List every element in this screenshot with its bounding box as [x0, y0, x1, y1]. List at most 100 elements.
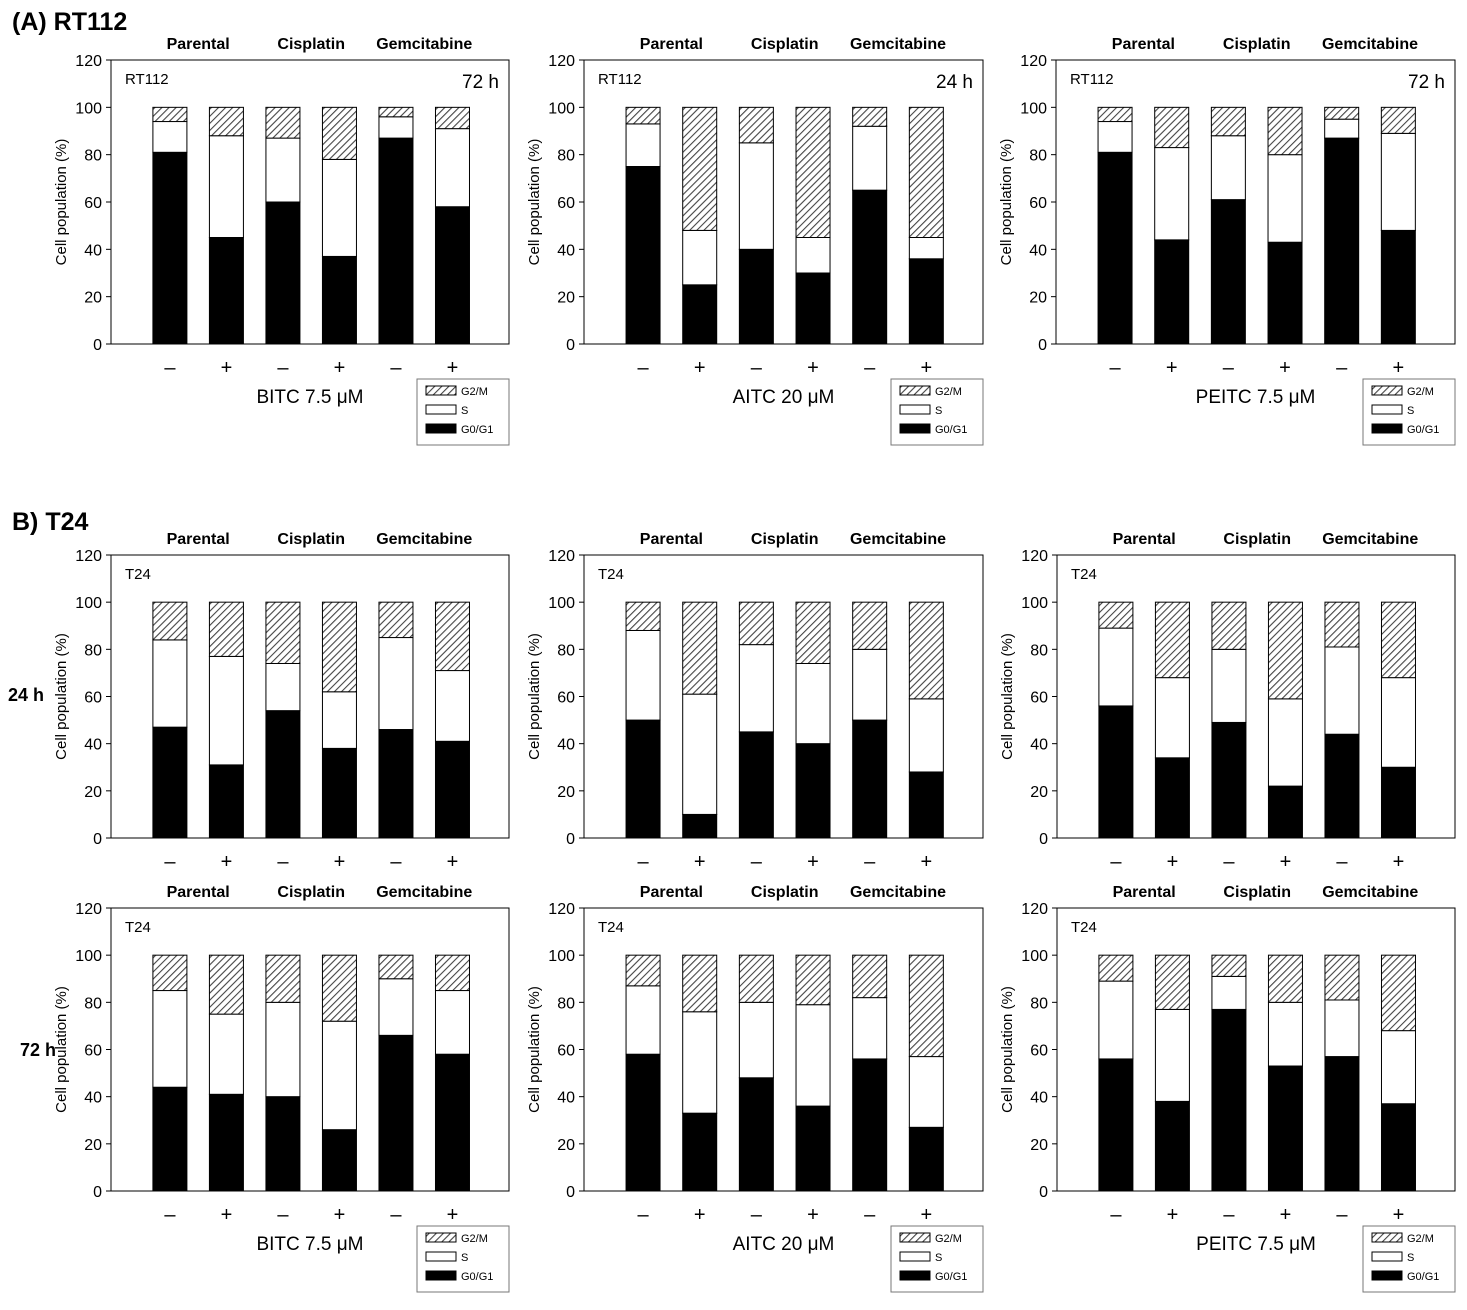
bar-s-segment: [1324, 646, 1360, 735]
x-tick-label: +: [334, 357, 346, 379]
y-tick-label: 80: [1030, 995, 1048, 1012]
y-tick-label: 20: [557, 290, 575, 307]
bar-g2m-segment: [378, 954, 414, 980]
y-tick-label: 40: [1030, 1090, 1048, 1107]
y-tick-label: 0: [1038, 337, 1047, 354]
x-tick-label: –: [864, 357, 876, 379]
bar-s-segment: [1324, 999, 1360, 1058]
x-tick-label: +: [1392, 357, 1404, 379]
legend-swatch-g2m: [1371, 385, 1403, 396]
legend-swatch-g2m: [425, 385, 457, 396]
bar-s-segment: [434, 128, 470, 208]
x-tick-label: –: [390, 851, 402, 873]
x-axis-label: BITC 7.5 μM: [256, 387, 363, 408]
bar-g2m-segment: [208, 106, 244, 137]
bar-g0g1-segment: [321, 747, 357, 839]
x-tick-label: –: [164, 357, 176, 379]
x-tick-label: +: [920, 851, 932, 873]
bar-g0g1-segment: [738, 731, 774, 839]
y-axis-label: Cell population (%): [53, 633, 70, 760]
bar-g0g1-segment: [208, 1093, 244, 1192]
bar-s-segment: [1098, 980, 1134, 1060]
legend-label: G0/G1: [935, 1271, 967, 1283]
group-label: Parental: [640, 884, 703, 901]
bar-g2m-segment: [795, 601, 831, 664]
group-label: Parental: [167, 531, 230, 548]
legend-label: S: [1407, 1252, 1414, 1264]
y-tick-label: 60: [1029, 195, 1047, 212]
bar-g0g1-segment: [852, 1058, 888, 1192]
y-tick-label: 120: [548, 548, 575, 565]
bar-g2m-segment: [1210, 106, 1246, 137]
bar-s-segment: [265, 137, 301, 203]
legend-swatch-s: [1371, 404, 1403, 415]
bar-g2m-segment: [1098, 601, 1134, 629]
bar-s-segment: [1154, 1008, 1190, 1102]
row-label-72h: 72 h: [20, 1040, 57, 1060]
bar-s-segment: [1380, 677, 1416, 768]
y-axis-label: Cell population (%): [999, 986, 1016, 1113]
legend-label: S: [1407, 405, 1414, 417]
bar-g0g1-segment: [795, 272, 831, 345]
x-tick-label: +: [334, 1204, 346, 1226]
x-tick-label: +: [334, 851, 346, 873]
bar-g2m-segment: [852, 954, 888, 999]
bar-s-segment: [1097, 121, 1133, 153]
bar-g2m-segment: [795, 954, 831, 1006]
bar-g0g1-segment: [795, 743, 831, 839]
bar-s-segment: [625, 629, 661, 721]
bar-g0g1-segment: [1267, 785, 1303, 839]
bar-s-segment: [852, 997, 888, 1060]
y-axis-label: Cell population (%): [998, 139, 1015, 266]
legend-label: G0/G1: [461, 1271, 493, 1283]
bar-g2m-segment: [908, 601, 944, 700]
y-tick-label: 20: [84, 290, 102, 307]
group-label: Cisplatin: [751, 884, 819, 901]
x-tick-label: +: [694, 357, 706, 379]
bar-s-segment: [321, 1020, 357, 1131]
time-label: 72 h: [1408, 72, 1445, 93]
bar-g0g1-segment: [378, 1034, 414, 1192]
legend-label: G0/G1: [1407, 424, 1439, 436]
group-label: Gemcitabine: [1322, 884, 1418, 901]
bar-g2m-segment: [208, 954, 244, 1015]
bar-s-segment: [208, 1013, 244, 1095]
bar-g0g1-segment: [1211, 1008, 1247, 1192]
bar-g0g1-segment: [265, 710, 301, 839]
x-tick-label: –: [1223, 357, 1235, 379]
x-tick-label: +: [694, 1204, 706, 1226]
bar-g2m-segment: [1267, 601, 1303, 700]
bar-s-segment: [625, 123, 661, 167]
y-tick-label: 40: [557, 242, 575, 259]
legend-swatch-g2m: [425, 1232, 457, 1243]
row-label-24h: 24 h: [8, 685, 45, 705]
bar-g0g1-segment: [682, 1112, 718, 1192]
y-tick-label: 20: [84, 784, 102, 801]
x-axis-label: AITC 20 μM: [733, 387, 835, 408]
bar-g2m-segment: [1154, 601, 1190, 679]
bar-g0g1-segment: [321, 1129, 357, 1192]
legend: G2/M S G0/G1: [890, 378, 984, 446]
bar-g0g1-segment: [378, 137, 414, 345]
bar-g0g1-segment: [852, 189, 888, 345]
group-label: Cisplatin: [1223, 531, 1291, 548]
x-tick-label: –: [277, 357, 289, 379]
time-label: 24 h: [936, 72, 973, 93]
bar-s-segment: [152, 639, 188, 728]
x-tick-label: –: [164, 851, 176, 873]
x-tick-label: –: [1223, 851, 1235, 873]
y-tick-label: 80: [1030, 642, 1048, 659]
bar-g2m-segment: [1324, 106, 1360, 120]
chart-b2: 0 20 40 60 80 100 120 Cell population (%) Parent…: [526, 531, 984, 873]
y-tick-label: 40: [1029, 242, 1047, 259]
bar-g2m-segment: [208, 601, 244, 657]
group-label: Parental: [640, 36, 703, 53]
x-tick-label: +: [807, 1204, 819, 1226]
y-tick-label: 20: [557, 1137, 575, 1154]
bar-s-segment: [625, 985, 661, 1055]
bar-g0g1-segment: [738, 248, 774, 345]
y-tick-label: 20: [1030, 1137, 1048, 1154]
y-tick-label: 60: [84, 690, 102, 707]
y-tick-label: 100: [548, 100, 575, 117]
y-tick-label: 80: [84, 995, 102, 1012]
